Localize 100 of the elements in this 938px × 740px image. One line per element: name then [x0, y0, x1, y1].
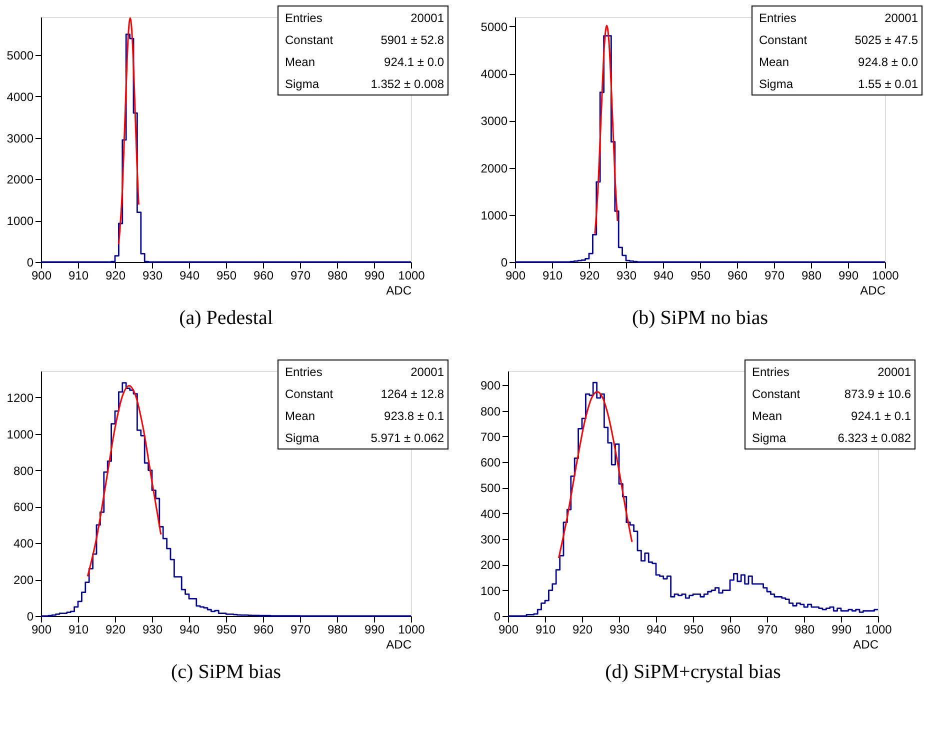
annotation: Sigma	[752, 431, 786, 445]
x-tick-label: 950	[216, 622, 237, 636]
x-tick-label: 960	[253, 268, 274, 282]
annotation: Sigma	[285, 431, 320, 445]
x-tick-label: 970	[290, 268, 311, 282]
x-tick-label: 1000	[398, 622, 426, 636]
annotation: Entries	[285, 365, 322, 379]
x-tick-label: 910	[68, 268, 89, 282]
x-tick-label: 980	[327, 622, 348, 636]
x-tick-label: 960	[720, 622, 741, 636]
x-tick-label: 940	[653, 268, 674, 282]
annotation: 1.352 ± 0.008	[370, 77, 444, 91]
annotation: 924.1 ± 0.0	[384, 55, 444, 69]
x-tick-label: 980	[327, 268, 348, 282]
y-tick-label: 5000	[480, 20, 508, 34]
y-tick-label: 0	[494, 610, 501, 624]
annotation: Entries	[759, 11, 796, 25]
annotation: Sigma	[759, 77, 794, 91]
text: (d) SiPM+crystal bias	[605, 661, 782, 683]
annotation: Constant	[752, 387, 801, 401]
annotation: Mean	[752, 409, 782, 423]
annotation: Mean	[285, 55, 316, 69]
x-tick-label: 910	[535, 622, 556, 636]
y-tick-label: 5000	[6, 48, 34, 63]
y-tick-label: 0	[26, 610, 34, 624]
x-tick-label: 920	[105, 268, 126, 282]
x-tick-label: 910	[68, 622, 89, 636]
x-tick-label: 930	[142, 268, 163, 282]
annotation: 5025 ± 47.5	[854, 33, 918, 47]
annotation: Constant	[285, 33, 334, 47]
x-tick-label: 980	[801, 268, 822, 282]
y-tick-label: 600	[480, 456, 501, 470]
annotation: Entries	[752, 365, 790, 379]
x-tick-label: 950	[690, 268, 711, 282]
annotation: Constant	[759, 33, 808, 47]
x-tick-label: 940	[646, 622, 667, 636]
y-tick-label: 3000	[6, 131, 34, 146]
y-tick-label: 600	[13, 500, 34, 514]
y-tick-label: 800	[480, 404, 501, 418]
x-tick-label: 970	[764, 268, 785, 282]
y-tick-label: 100	[480, 584, 501, 598]
text: (b) SiPM no bias	[632, 307, 768, 329]
x-tick-label: 930	[616, 268, 637, 282]
annotation: 1264 ± 12.8	[380, 387, 444, 401]
annotation: 6.323 ± 0.082	[838, 431, 912, 445]
y-tick-label: 400	[480, 506, 501, 521]
y-tick-label: 1000	[6, 214, 34, 228]
annotation: 5901 ± 52.8	[380, 33, 444, 47]
x-tick-label: 1000	[398, 268, 426, 282]
text: (c) SiPM bias	[171, 661, 282, 683]
x-tick-label: 990	[364, 622, 385, 636]
y-tick-label: 4000	[6, 90, 34, 104]
x-axis-title: ADC	[386, 284, 412, 298]
annotation: 924.8 ± 0.0	[858, 55, 918, 69]
annotation: Constant	[285, 387, 334, 401]
annotation: 20001	[410, 365, 444, 379]
annotation: Mean	[285, 409, 316, 423]
annotation: 20001	[410, 11, 444, 25]
y-tick-label: 800	[13, 464, 34, 478]
y-tick-label: 700	[480, 430, 501, 444]
annotation: 20001	[878, 365, 912, 379]
x-axis-title: ADC	[853, 638, 879, 652]
x-tick-label: 940	[179, 622, 200, 636]
y-tick-label: 2000	[480, 161, 508, 176]
annotation: 1.55 ± 0.01	[858, 77, 918, 91]
x-tick-label: 980	[794, 622, 815, 636]
annotation: 923.8 ± 0.1	[384, 409, 444, 423]
text: (a) Pedestal	[179, 307, 274, 329]
x-tick-label: 910	[542, 268, 563, 282]
annotation: 5.971 ± 0.062	[370, 431, 444, 445]
line-series	[558, 391, 633, 559]
x-tick-label: 930	[609, 622, 630, 636]
y-tick-label: 4000	[480, 67, 508, 82]
annotation: 924.1 ± 0.1	[851, 409, 912, 423]
x-tick-label: 990	[364, 268, 385, 282]
annotation: 873.9 ± 10.6	[844, 387, 912, 401]
x-tick-label: 960	[727, 268, 748, 282]
x-tick-label: 990	[831, 622, 852, 636]
x-tick-label: 1000	[872, 268, 900, 282]
x-tick-label: 900	[505, 268, 526, 282]
y-tick-label: 300	[480, 532, 501, 547]
x-tick-label: 920	[572, 622, 593, 636]
x-tick-label: 1000	[865, 622, 892, 636]
x-tick-label: 990	[838, 268, 859, 282]
x-tick-label: 940	[179, 268, 200, 282]
line-series	[86, 385, 162, 578]
line-series	[118, 17, 140, 245]
y-tick-label: 1000	[6, 427, 34, 442]
x-tick-label: 930	[142, 622, 163, 636]
y-tick-label: 2000	[6, 172, 34, 187]
x-tick-label: 960	[253, 622, 274, 636]
annotation: 20001	[884, 11, 918, 25]
x-tick-label: 970	[757, 622, 778, 636]
annotation: Mean	[759, 55, 790, 69]
annotation: Sigma	[285, 77, 320, 91]
x-axis-title: ADC	[386, 638, 412, 652]
line-series	[594, 24, 618, 234]
y-tick-label: 200	[480, 558, 501, 572]
annotation: Entries	[285, 11, 322, 25]
x-tick-label: 950	[216, 268, 237, 282]
